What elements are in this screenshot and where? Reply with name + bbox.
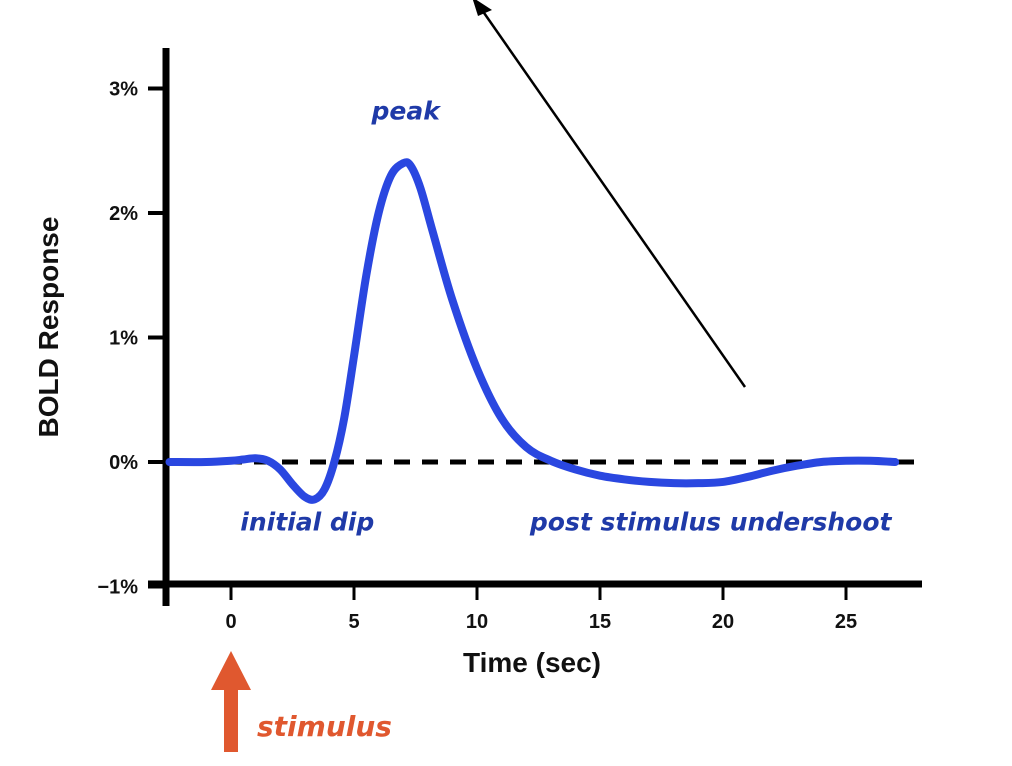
x-tick-label: 15	[589, 611, 611, 633]
y-tick-label: 3%	[109, 79, 138, 101]
x-tick-label: 20	[712, 611, 734, 633]
stimulus-label: stimulus	[257, 710, 392, 743]
bold-curve	[165, 158, 900, 504]
pointer-arrow	[472, 0, 747, 388]
y-ticks: −1% 0% 1% 2% 3%	[97, 79, 166, 599]
stimulus-marker: stimulus	[211, 651, 392, 752]
annotations: peak initial dip post stimulus undershoot	[240, 97, 892, 537]
x-ticks: 0 5 10 15 20 25	[225, 584, 857, 633]
x-tick-label: 25	[835, 611, 857, 633]
y-tick-label: 0%	[109, 452, 138, 474]
y-tick-label: 2%	[109, 203, 138, 225]
annotation-label: post stimulus undershoot	[529, 507, 893, 536]
stimulus-arrow-icon	[211, 651, 251, 752]
x-tick-label: 0	[225, 611, 236, 633]
x-tick-label: 5	[348, 611, 359, 633]
y-tick-label: 1%	[109, 328, 138, 350]
x-axis-title: Time (sec)	[463, 647, 601, 678]
y-axis-title: BOLD Response	[33, 217, 64, 438]
annotation-label: peak	[370, 97, 441, 126]
annotation-label: initial dip	[240, 507, 374, 536]
y-tick-label: −1%	[97, 577, 138, 599]
x-tick-label: 10	[466, 611, 488, 633]
